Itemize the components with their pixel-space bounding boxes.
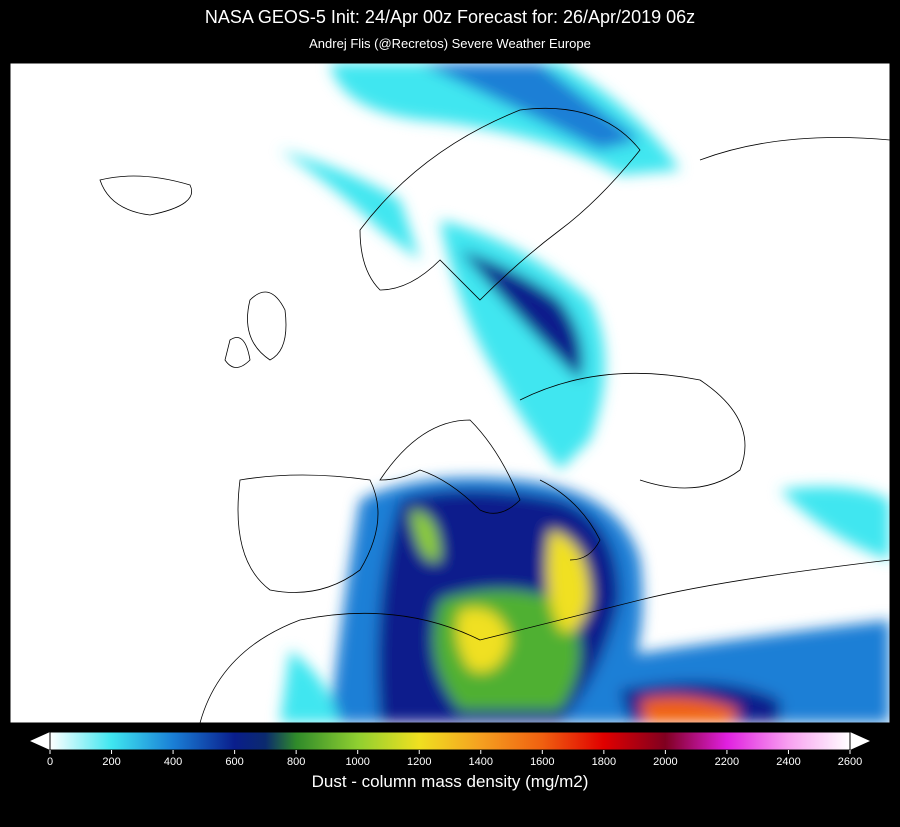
colorbar-label: Dust - column mass density (mg/m2) bbox=[312, 772, 589, 791]
colorbar-arrow-right bbox=[850, 732, 870, 750]
colorbar-tick-label: 200 bbox=[102, 756, 120, 768]
colorbar: 0 200 400 600 800 1000 1200 1400 1600 1800 2000 220… bbox=[30, 731, 870, 768]
coastlines bbox=[99, 107, 890, 723]
colorbar-tick-label: 1400 bbox=[469, 756, 493, 768]
colorbar-tick-label: 800 bbox=[287, 756, 305, 768]
colorbar-tick-label: 600 bbox=[225, 756, 243, 768]
map bbox=[10, 63, 890, 723]
colorbar-tick-label: 2000 bbox=[653, 756, 677, 768]
subtitle: Andrej Flis (@Recretos) Severe Weather E… bbox=[309, 36, 591, 51]
colorbar-tick-label: 2600 bbox=[838, 756, 862, 768]
colorbar-tick-label: 0 bbox=[47, 756, 53, 768]
colorbar-tick-label: 1800 bbox=[592, 756, 616, 768]
colorbar-tick-label: 2400 bbox=[776, 756, 800, 768]
colorbar-tick-label: 1600 bbox=[530, 756, 554, 768]
colorbar-gradient bbox=[49, 731, 851, 751]
colorbar-tick-label: 1200 bbox=[407, 756, 431, 768]
colorbar-tick-label: 400 bbox=[164, 756, 182, 768]
colorbar-arrow-left bbox=[30, 732, 50, 750]
colorbar-tick-label: 1000 bbox=[345, 756, 369, 768]
colorbar-tick-label: 2200 bbox=[715, 756, 739, 768]
map-frame bbox=[9, 62, 891, 724]
title: NASA GEOS-5 Init: 24/Apr 00z Forecast fo… bbox=[205, 7, 695, 27]
dust-field bbox=[280, 63, 890, 723]
